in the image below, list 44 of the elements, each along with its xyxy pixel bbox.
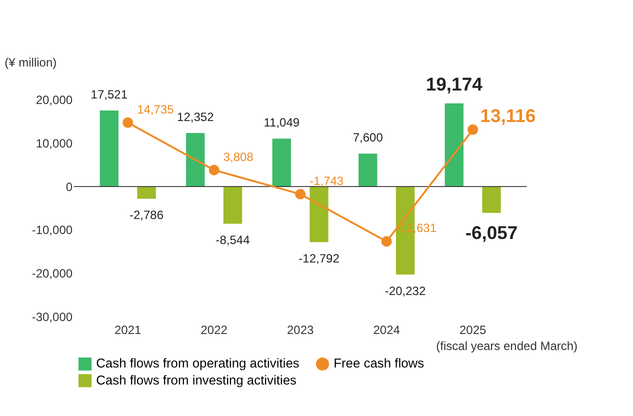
data-label: -6,057 (465, 222, 518, 243)
point (381, 236, 392, 247)
point (208, 164, 220, 176)
x-tick-label: 2021 (114, 322, 142, 337)
y-tick-label: 10,000 (36, 136, 73, 150)
text: (fiscal years ended March) (436, 339, 578, 354)
point (122, 117, 134, 128)
data-label: -1,743 (310, 174, 344, 188)
data-label: -2,786 (130, 208, 164, 222)
data-label: 3,808 (223, 150, 254, 164)
data-label: -20,232 (384, 284, 426, 298)
data-label: -12,792 (298, 251, 340, 266)
legend-label: Cash flows from operating activities (96, 356, 300, 371)
legend-label: Free cash flows (334, 356, 424, 371)
y-tick-label: -20,000 (32, 266, 73, 281)
y-tick-label: 0 (66, 180, 73, 194)
data-label: 12,352 (177, 110, 214, 124)
bar (223, 186, 242, 224)
data-label: 19,174 (426, 73, 484, 94)
data-label: 14,735 (137, 102, 174, 116)
bar (444, 103, 464, 187)
bar (137, 186, 156, 199)
y-axis-title: (¥ million) (4, 55, 57, 70)
y-tick-label: -10,000 (32, 223, 73, 238)
x-tick-label: 2025 (459, 322, 486, 337)
y-tick-label: -30,000 (32, 310, 73, 324)
point (468, 124, 478, 135)
point (295, 188, 306, 200)
y-tick-label: 20,000 (36, 92, 73, 107)
bar (310, 186, 328, 242)
bar (482, 186, 501, 213)
bar (272, 138, 291, 187)
x-tick-label: 2024 (373, 322, 400, 337)
data-label: 11,049 (264, 116, 300, 130)
x-tick-label: 2023 (286, 322, 314, 337)
x-tick-label: 2022 (200, 322, 228, 337)
bar (100, 110, 118, 187)
data-label: 7,600 (352, 130, 384, 145)
bar (358, 154, 378, 187)
legend-label: Cash flows from investing activities (96, 372, 296, 388)
bar (186, 132, 205, 187)
data-label: -8,544 (216, 233, 250, 248)
data-label: 17,521 (90, 87, 128, 102)
data-label: 13,116 (480, 105, 536, 126)
